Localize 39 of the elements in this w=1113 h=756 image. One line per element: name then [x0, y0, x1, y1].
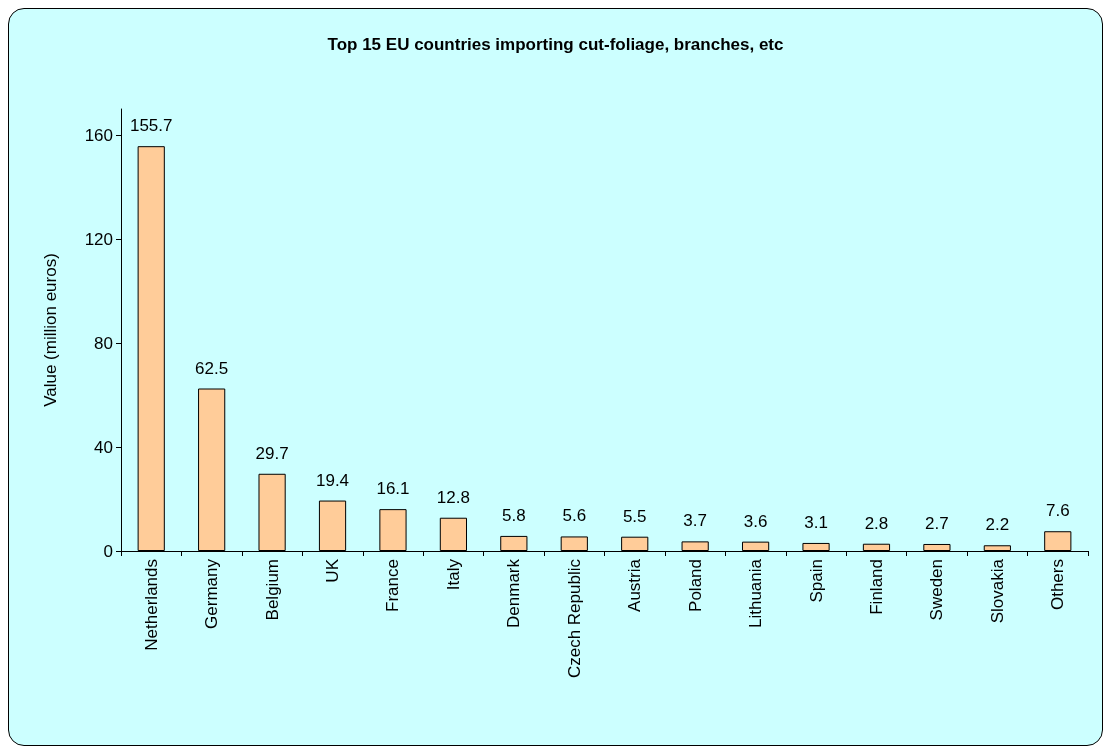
y-tick-label: 0 [103, 541, 113, 561]
x-tick-label: Finland [866, 559, 886, 615]
x-tick-label: Italy [443, 558, 463, 591]
data-label: 155.7 [129, 116, 173, 136]
x-tick-label: UK [323, 558, 343, 583]
data-label: 3.1 [804, 512, 828, 532]
data-label: 7.6 [1045, 501, 1070, 521]
data-label: 3.6 [743, 511, 768, 531]
data-label: 12.8 [436, 487, 470, 507]
data-label: 3.7 [683, 511, 707, 531]
x-tick-label: Lithuania [746, 558, 766, 629]
x-tick-label: Belgium [262, 559, 282, 621]
x-tick-label: Slovakia [987, 558, 1007, 624]
data-label: 19.4 [315, 470, 350, 490]
data-label: 62.5 [195, 358, 229, 378]
x-tick-label: France [383, 559, 403, 612]
y-tick-label: 120 [84, 229, 113, 249]
x-tick-label: Netherlands [141, 559, 161, 651]
data-label: 16.1 [376, 479, 410, 499]
x-tick-label: Others [1048, 559, 1068, 611]
y-tick-label: 40 [94, 437, 113, 457]
data-label: 2.7 [925, 513, 949, 533]
chart-title: Top 15 EU countries importing cut-foliage, branches, etc [327, 35, 784, 54]
data-label: 5.8 [502, 505, 526, 525]
y-tick-label: 160 [84, 125, 113, 145]
data-label: 2.8 [864, 513, 889, 533]
x-tick-label: Poland [685, 559, 705, 612]
y-tick-label: 80 [94, 333, 113, 353]
data-label: 29.7 [255, 443, 289, 463]
x-tick-label: Austria [625, 558, 645, 612]
x-tick-label: Denmark [504, 558, 524, 628]
x-tick-label: Sweden [927, 559, 947, 621]
x-tick-label: Spain [806, 559, 826, 603]
x-tick-label: Germany [202, 558, 222, 629]
data-label: 2.2 [985, 515, 1010, 535]
data-label: 5.6 [562, 506, 587, 526]
x-tick-label: Czech Republic [564, 558, 584, 679]
data-label: 5.5 [622, 506, 647, 526]
y-axis-title: Value (million euros) [41, 253, 60, 407]
